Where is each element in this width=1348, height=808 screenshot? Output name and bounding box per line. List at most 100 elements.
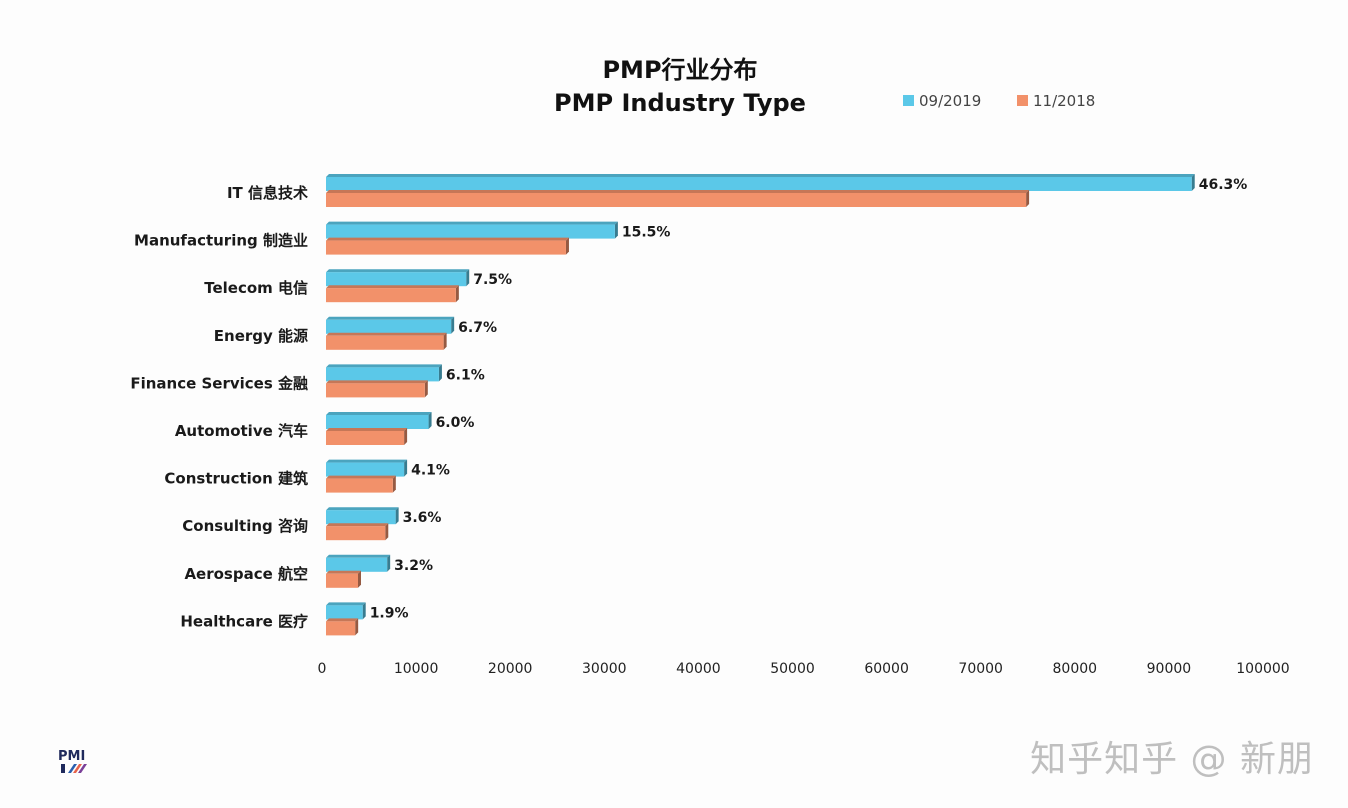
bar-2019-8 — [326, 554, 391, 572]
bar-front-face — [326, 367, 439, 382]
bar-top-face — [326, 459, 408, 463]
category-label-6: Construction 建筑 — [164, 470, 308, 488]
x-tick-label-7: 70000 — [958, 661, 1003, 677]
bar-side-face — [385, 523, 389, 541]
category-label-8: Aerospace 航空 — [184, 565, 308, 583]
bar-2019-9 — [326, 602, 366, 620]
bar-side-face — [404, 459, 408, 477]
bar-top-face — [326, 237, 569, 241]
category-label-7: Consulting 咨询 — [182, 517, 308, 535]
bar-2018-9 — [326, 618, 359, 636]
bar-front-face — [326, 177, 1192, 191]
data-label-7: 3.6% — [403, 510, 442, 526]
data-label-1: 15.5% — [622, 225, 671, 241]
bar-2019-3 — [326, 316, 455, 334]
category-labels: IT 信息技术 Manufacturing 制造业 Telecom 电信 Energy… — [130, 184, 308, 630]
data-label-8: 3.2% — [394, 558, 433, 574]
category-label-3: Energy 能源 — [214, 327, 308, 345]
bar-front-face — [326, 557, 388, 572]
bar-top-face — [326, 618, 359, 622]
bar-top-face — [326, 174, 1195, 177]
x-tick-label-2: 20000 — [488, 661, 533, 677]
x-tick-label-8: 80000 — [1053, 661, 1098, 677]
data-labels: 46.3% 15.5% 7.5% 6.7% 6.1% 6.0% 4.1% 3.6% 3.2% 1.… — [370, 177, 1248, 621]
bar-2019-5 — [326, 412, 432, 429]
pmi-logo: PMI — [58, 749, 87, 773]
bar-side-face — [404, 428, 408, 445]
x-tick-label-4: 40000 — [676, 661, 721, 677]
data-label-6: 4.1% — [411, 463, 450, 479]
bar-side-face — [355, 618, 359, 636]
bars-group — [326, 174, 1195, 636]
legend-label-09-2019: 09/2019 — [919, 92, 981, 110]
bar-2018-0 — [326, 190, 1030, 207]
bar-2018-7 — [326, 523, 389, 541]
bar-top-face — [326, 475, 396, 479]
category-label-0: IT 信息技术 — [227, 184, 308, 202]
bar-top-face — [326, 412, 432, 415]
bar-side-face — [614, 221, 618, 239]
bar-top-face — [326, 269, 470, 273]
data-label-4: 6.1% — [446, 367, 485, 383]
bar-front-face — [326, 415, 429, 429]
bar-2019-1 — [326, 221, 618, 239]
bar-side-face — [387, 554, 391, 572]
x-tick-label-0: 0 — [318, 661, 327, 677]
bar-side-face — [395, 507, 399, 525]
bar-side-face — [451, 316, 455, 334]
x-tick-label-10: 100000 — [1236, 661, 1289, 677]
bar-2018-5 — [326, 428, 408, 445]
bar-front-face — [326, 383, 425, 398]
bar-front-face — [326, 573, 358, 588]
bar-2019-0 — [326, 174, 1195, 191]
category-label-1: Manufacturing 制造业 — [134, 232, 308, 250]
bar-side-face — [362, 602, 366, 620]
bar-top-face — [326, 190, 1030, 193]
data-label-2: 7.5% — [473, 272, 512, 288]
bar-2018-1 — [326, 237, 569, 255]
bar-front-face — [326, 240, 566, 255]
bar-2019-6 — [326, 459, 408, 477]
bar-2019-4 — [326, 364, 442, 382]
x-tick-label-5: 50000 — [770, 661, 815, 677]
bar-front-face — [326, 319, 452, 334]
chart-title: PMP行业分布 — [602, 56, 757, 84]
bar-front-face — [326, 288, 456, 303]
bar-2018-2 — [326, 285, 459, 303]
bar-front-face — [326, 335, 444, 350]
bar-front-face — [326, 478, 393, 493]
bar-front-face — [326, 193, 1027, 207]
x-tick-label-6: 60000 — [864, 661, 909, 677]
bar-front-face — [326, 526, 386, 541]
bar-side-face — [455, 285, 459, 303]
bar-side-face — [428, 412, 432, 429]
bar-front-face — [326, 605, 363, 620]
bar-top-face — [326, 523, 389, 527]
bar-side-face — [392, 475, 396, 493]
bar-side-face — [565, 237, 569, 255]
category-label-4: Finance Services 金融 — [130, 374, 308, 392]
bar-side-face — [466, 269, 470, 287]
bar-2019-2 — [326, 269, 470, 287]
bar-side-face — [443, 332, 447, 350]
bar-top-face — [326, 507, 399, 511]
bar-front-face — [326, 462, 405, 477]
bar-2018-3 — [326, 332, 447, 350]
bar-front-face — [326, 510, 396, 525]
bar-side-face — [424, 380, 428, 398]
bar-2018-8 — [326, 570, 361, 588]
x-tick-label-3: 30000 — [582, 661, 627, 677]
data-label-5: 6.0% — [436, 415, 475, 431]
bar-top-face — [326, 364, 442, 368]
legend-label-11-2018: 11/2018 — [1033, 92, 1095, 110]
bar-top-face — [326, 570, 361, 574]
bar-top-face — [326, 332, 447, 336]
bar-side-face — [357, 570, 361, 588]
chart-subtitle: PMP Industry Type — [554, 89, 806, 117]
bar-2018-6 — [326, 475, 396, 493]
bar-top-face — [326, 602, 366, 606]
legend-swatch-09-2019 — [903, 95, 914, 106]
bar-2019-7 — [326, 507, 399, 525]
bar-2018-4 — [326, 380, 428, 398]
